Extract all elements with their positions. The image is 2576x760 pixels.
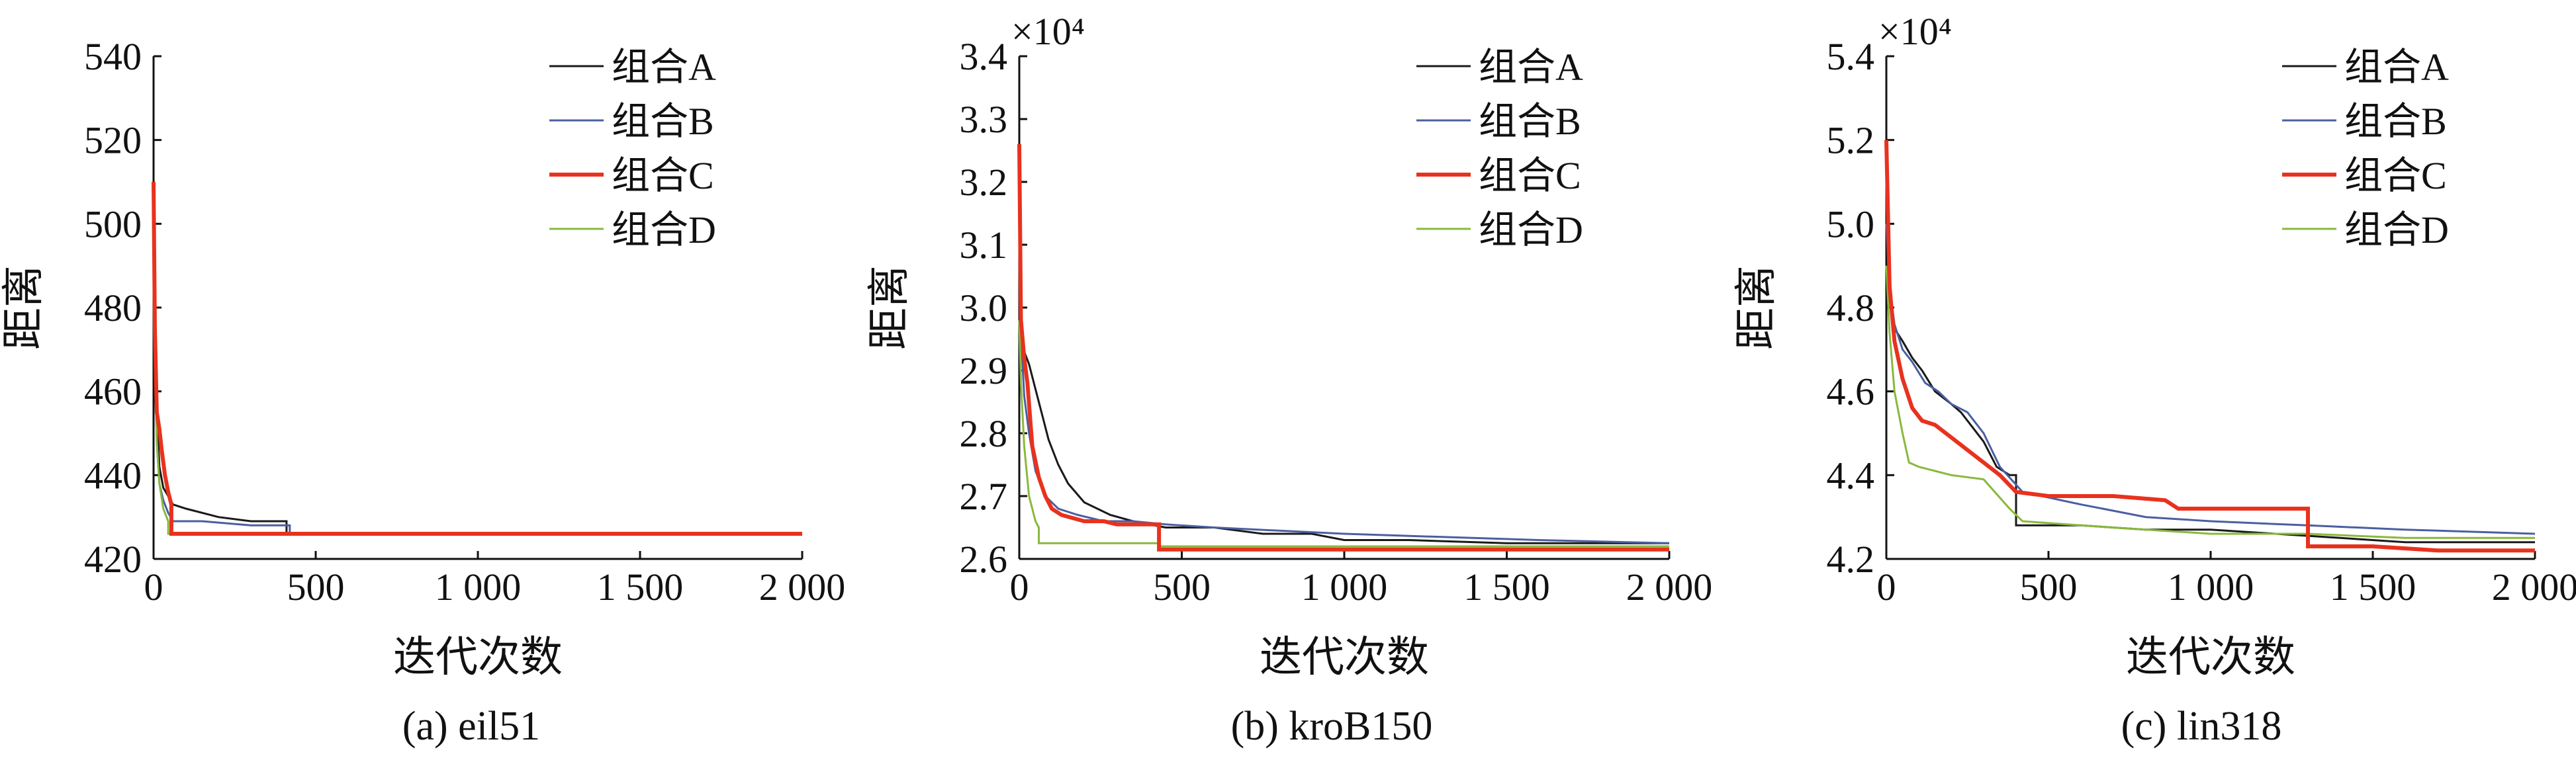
legend-label: 组合D bbox=[612, 208, 716, 251]
y-tick-label: 3.3 bbox=[960, 98, 1008, 141]
y-tick-label: 460 bbox=[84, 370, 142, 413]
y-tick-label: 540 bbox=[84, 35, 142, 78]
panel-caption: (c) lin318 bbox=[2121, 704, 2282, 749]
series-line-1 bbox=[1018, 276, 1669, 544]
legend: 组合A 组合B 组合C 组合D bbox=[549, 46, 716, 251]
y-tick-label: 4.2 bbox=[1827, 538, 1875, 581]
y-tick-label: 5.4 bbox=[1827, 35, 1875, 78]
y-axis-title: 距离 bbox=[0, 265, 47, 350]
x-tick-label: 1 500 bbox=[1463, 566, 1550, 609]
y-tick-label: 3.4 bbox=[960, 35, 1008, 78]
y-tick-label: 500 bbox=[84, 202, 142, 245]
x-tick-label: 1 500 bbox=[2330, 566, 2416, 609]
y-axis-title: 距离 bbox=[866, 265, 913, 350]
panel-caption: (a) eil51 bbox=[402, 704, 540, 749]
series-line-4 bbox=[1885, 265, 2535, 539]
series-line-2 bbox=[152, 224, 802, 535]
legend-label: 组合B bbox=[1479, 100, 1581, 143]
series-line-1 bbox=[152, 202, 802, 535]
x-tick-label: 0 bbox=[144, 566, 163, 609]
y-tick-label: 2.8 bbox=[960, 412, 1008, 455]
y-tick-label: 2.9 bbox=[960, 349, 1008, 392]
x-tick-label: 2 000 bbox=[759, 566, 846, 609]
x-axis-title: 迭代次数 bbox=[393, 634, 563, 681]
series-line-1 bbox=[1885, 202, 2535, 544]
y-tick-label: 2.6 bbox=[960, 538, 1008, 581]
x-tick-label: 0 bbox=[1877, 566, 1896, 609]
series-line-3 bbox=[1884, 140, 2535, 553]
x-tick-label: 2 000 bbox=[2492, 566, 2576, 609]
y-tick-label: 3.2 bbox=[960, 161, 1008, 204]
y-tick-label: 520 bbox=[84, 119, 142, 162]
y-tick-label: 4.4 bbox=[1827, 454, 1875, 497]
x-tick-label: 500 bbox=[1153, 566, 1211, 609]
legend-label: 组合B bbox=[2344, 100, 2447, 143]
y-tick-label: 420 bbox=[84, 538, 142, 581]
legend-label: 组合A bbox=[1479, 46, 1583, 89]
x-tick-label: 1 000 bbox=[1301, 566, 1388, 609]
legend-label: 组合C bbox=[2344, 154, 2447, 197]
legend-label: 组合C bbox=[612, 154, 714, 197]
y-tick-label: 2.7 bbox=[960, 475, 1008, 518]
y-tick-label: 480 bbox=[84, 286, 142, 329]
y-tick-label: 3.0 bbox=[960, 286, 1008, 329]
series-line-4 bbox=[152, 244, 802, 535]
legend-label: 组合D bbox=[2344, 208, 2449, 251]
legend-label: 组合A bbox=[612, 46, 716, 89]
legend-label: 组合D bbox=[1479, 208, 1583, 251]
series-line-3 bbox=[1017, 144, 1669, 552]
y-tick-label: 440 bbox=[84, 454, 142, 497]
legend-label: 组合B bbox=[612, 100, 714, 143]
legend: 组合A 组合B 组合C 组合D bbox=[1416, 46, 1583, 251]
x-tick-label: 1 000 bbox=[2168, 566, 2254, 609]
axis-exponent-label: ×10⁴ bbox=[1011, 10, 1085, 53]
axis-exponent-label: ×10⁴ bbox=[1878, 10, 1952, 53]
y-tick-label: 3.1 bbox=[960, 224, 1008, 267]
x-axis-title: 迭代次数 bbox=[1260, 634, 1429, 681]
chart-panel-1: 420 440 460 480 500 520 540 0 500 1 000 1 500 2 000… bbox=[0, 35, 845, 749]
y-tick-label: 5.2 bbox=[1827, 119, 1875, 162]
x-tick-label: 0 bbox=[1010, 566, 1029, 609]
y-tick-label: 5.0 bbox=[1827, 202, 1875, 245]
series-line-2 bbox=[1018, 244, 1670, 544]
chart-panel-3: 4.2 4.4 4.6 4.8 5.0 5.2 5.4 0 500 1 000 1 500 2 000… bbox=[1733, 10, 2576, 749]
x-tick-label: 2 000 bbox=[1626, 566, 1713, 609]
y-tick-label: 4.6 bbox=[1827, 370, 1875, 413]
x-tick-label: 500 bbox=[287, 566, 345, 609]
y-axis-title: 距离 bbox=[1733, 265, 1780, 350]
series-line-2 bbox=[1885, 224, 2536, 535]
series-line-4 bbox=[1018, 319, 1669, 548]
legend-label: 组合A bbox=[2344, 46, 2449, 89]
legend-label: 组合C bbox=[1479, 154, 1581, 197]
panel-caption: (b) kroB150 bbox=[1231, 704, 1433, 749]
y-tick-label: 4.8 bbox=[1827, 286, 1875, 329]
x-tick-label: 1 500 bbox=[597, 566, 684, 609]
series-line-3 bbox=[152, 181, 802, 536]
legend: 组合A 组合B 组合C 组合D bbox=[2282, 46, 2449, 251]
x-tick-label: 1 000 bbox=[435, 566, 522, 609]
x-tick-label: 500 bbox=[2020, 566, 2078, 609]
x-axis-title: 迭代次数 bbox=[2126, 634, 2295, 681]
chart-panel-2: 2.6 2.7 2.8 2.9 3.0 3.1 3.2 3.3 3.4 0 500 1 000 1 50… bbox=[866, 10, 1712, 749]
